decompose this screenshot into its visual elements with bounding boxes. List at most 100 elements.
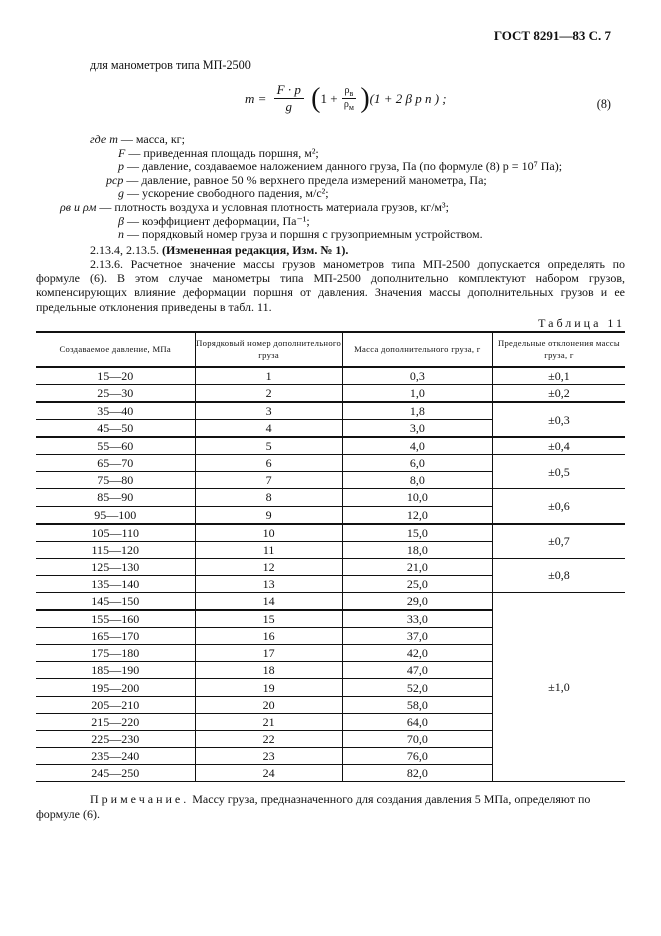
table-row: 55—60 5 4,0 ±0,4 [36,436,625,456]
cell-pressure: 65—70 [36,454,196,473]
table-row: 145—150 14 29,0 ±1,0 [36,591,625,783]
cell-number: 18 [194,661,343,680]
cell-number: 5 [194,436,343,456]
note-label: Примечание. [90,792,190,807]
cell-mass: 10,0 [341,488,493,507]
cell-number: 15 [194,609,343,629]
table-row: 245—250 24 82,0 [36,763,625,783]
definition-item: p — давление, создаваемое наложением дан… [36,159,625,174]
cell-pressure: 215—220 [36,712,196,731]
rho-mat-sub: м [348,103,354,112]
table-row: 35—40 3 1,8 ±0,3 [36,400,625,438]
cell-mass: 3,0 [341,419,493,438]
cell-tolerance: ±0,7 [491,522,625,559]
note: Примечание. Массу груза, предназначенног… [36,792,625,822]
table-11: Создаваемое давление, МПа Порядковый ном… [36,330,625,783]
cell-number: 19 [194,678,343,697]
cell-pressure: 205—210 [36,695,196,714]
cell-tolerance: ±0,1 [491,366,625,385]
col-header-number: Порядковый номер дополнительного груза [194,330,343,368]
cell-mass: 42,0 [341,644,493,663]
cell-mass: 21,0 [341,557,493,576]
cell-pressure: 15—20 [36,366,196,385]
cell-mass: 6,0 [341,454,493,473]
cell-mass: 37,0 [341,627,493,646]
table-row: 105—110 10 15,0 ±0,7 [36,522,625,559]
table-row: 15—20 1 0,3 ±0,1 [36,366,625,385]
cell-number: 6 [194,454,343,473]
cell-tolerance: ±0,8 [491,557,625,593]
cell-tolerance: ±0,3 [491,400,625,438]
cell-number: 7 [194,471,343,490]
cell-pressure: 75—80 [36,471,196,490]
cell-number: 22 [194,729,343,748]
cell-pressure: 25—30 [36,383,196,403]
definition-text: — порядковый номер груза и поршня с груз… [127,227,483,242]
definition-item: β — коэффициент деформации, Па⁻¹; [36,214,625,229]
cell-number: 8 [194,488,343,507]
definition-symbol: n [118,227,124,242]
cell-number: 2 [194,383,343,403]
amend-bold: (Измененная редакция, Изм. № 1). [162,242,349,257]
cell-mass: 70,0 [341,729,493,748]
col-header-tolerance: Предельные отклонения массы груза, г [491,330,625,368]
table-row: 85—90 8 10,0 ±0,6 [36,488,625,525]
formula-number: (8) [596,97,611,111]
cell-mass: 1,0 [341,383,493,403]
cell-number: 3 [194,400,343,421]
table-row: 235—240 23 76,0 [36,746,625,765]
table-row: 155—160 15 33,0 [36,609,625,629]
cell-mass: 47,0 [341,661,493,680]
definition-symbol: ρв и ρм [60,199,97,214]
paragraph-2-13-6: 2.13.6. Расчетное значение массы грузов … [36,256,625,314]
table-row: 125—130 12 21,0 ±0,8 [36,557,625,593]
cell-pressure: 105—110 [36,522,196,542]
cell-number: 11 [194,540,343,559]
cell-mass: 82,0 [341,763,493,783]
cell-number: 14 [194,591,343,611]
definition-text: — плотность воздуха и условная плотность… [99,199,449,214]
page-header: ГОСТ 8291—83 С. 7 [493,28,611,43]
cell-pressure: 245—250 [36,763,196,783]
definition-symbol: F [118,145,126,160]
cell-tolerance: ±0,4 [491,436,625,456]
rho-mat: ρ [343,99,349,110]
rho-air-sub: в [349,89,354,98]
cell-pressure: 195—200 [36,678,196,697]
table-row: 25—30 2 1,0 ±0,2 [36,383,625,403]
table-row: 115—120 11 18,0 [36,540,625,559]
definition-symbol: p [118,159,124,174]
cell-mass: 29,0 [341,591,493,611]
definition-item: g — ускорение свободного падения, м/с²; [36,187,625,201]
intro-text: для манометров типа МП-2500 [90,58,251,72]
cell-tolerance: ±1,0 [491,591,625,783]
table-row: 45—50 4 3,0 [36,419,625,438]
cell-pressure: 235—240 [36,746,196,765]
cell-mass: 8,0 [341,471,493,490]
cell-pressure: 135—140 [36,574,196,593]
table-row: 135—140 13 25,0 [36,574,625,593]
cell-number: 17 [194,644,343,663]
definition-text: — масса, кг; [120,132,185,146]
cell-mass: 64,0 [341,712,493,731]
cell-mass: 0,3 [341,366,493,385]
cell-number: 21 [194,712,343,731]
table-row: 185—190 18 47,0 [36,661,625,680]
cell-number: 10 [194,522,343,542]
cell-tolerance: ±0,6 [491,488,625,525]
cell-mass: 25,0 [341,574,493,593]
col-header-mass: Масса дополнительного груза, г [341,330,493,368]
cell-number: 1 [194,366,343,385]
cell-mass: 52,0 [341,678,493,697]
cell-number: 4 [194,419,343,438]
cell-pressure: 225—230 [36,729,196,748]
cell-pressure: 165—170 [36,627,196,646]
body-flow: где m — масса, кг; F — приведенная площад… [36,132,625,822]
cell-mass: 18,0 [341,540,493,559]
cell-number: 24 [194,763,343,783]
definition-text: — ускорение свободного падения, м/с²; [127,186,329,201]
formula-one: 1 + [320,90,338,106]
definitions: где m — масса, кг; F — приведенная площад… [36,132,625,242]
definition-symbol: где m [90,132,118,146]
cell-pressure: 85—90 [36,488,196,507]
